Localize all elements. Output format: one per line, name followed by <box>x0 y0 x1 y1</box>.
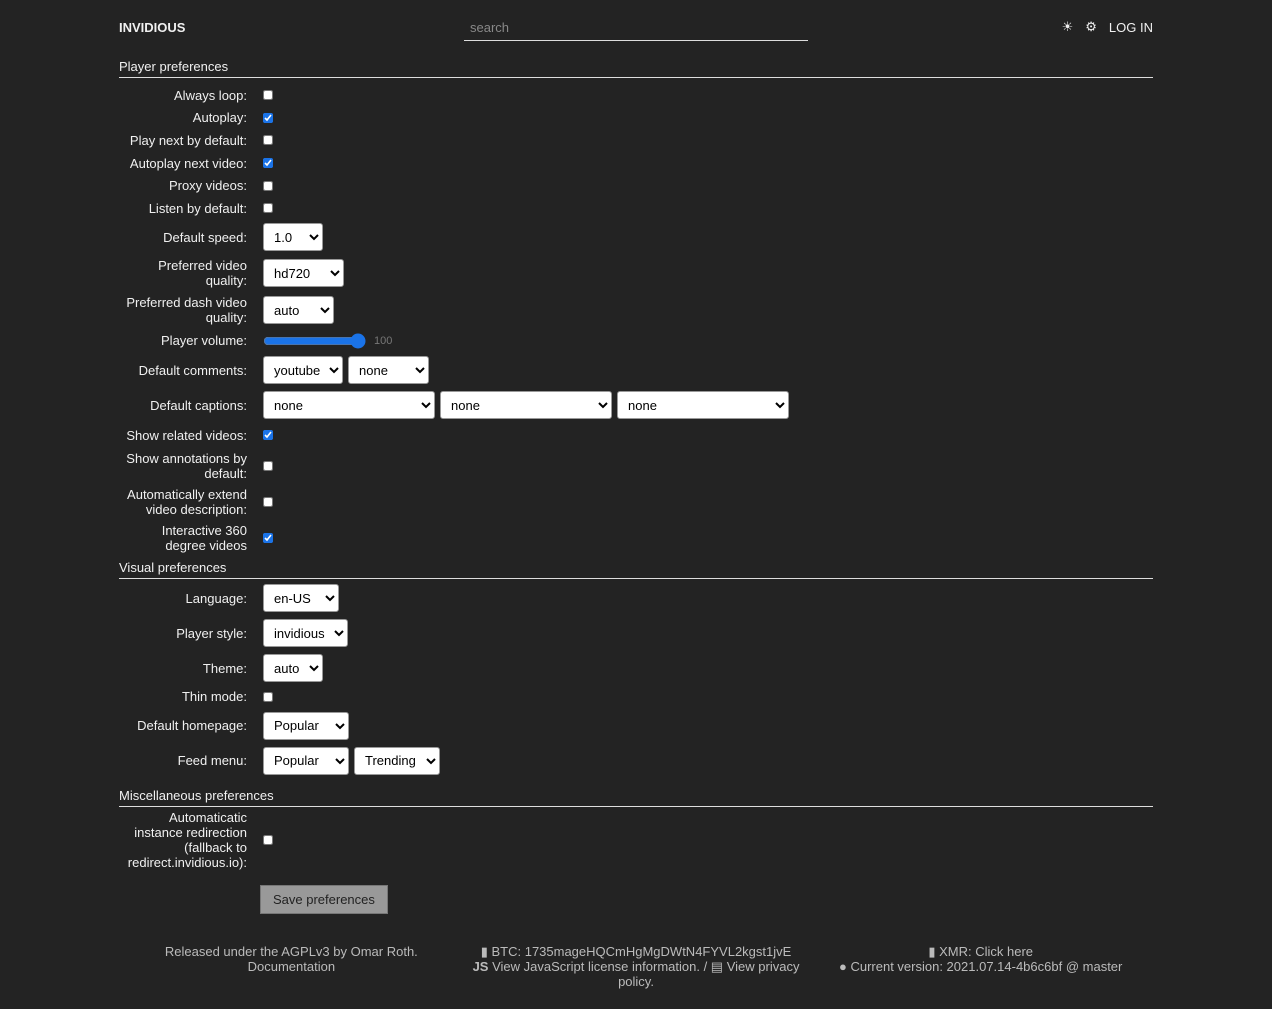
play-next-checkbox[interactable] <box>263 135 273 146</box>
language-select[interactable]: en-US <box>263 584 339 613</box>
version-link[interactable]: Current version: 2021.07.14-4b6c6bf @ ma… <box>850 959 1123 975</box>
annotations-checkbox[interactable] <box>263 460 273 471</box>
js-icon: JS <box>472 959 489 975</box>
autoplay-checkbox[interactable] <box>263 112 273 123</box>
related-checkbox[interactable] <box>263 430 273 441</box>
document-icon: ▤ <box>710 959 724 975</box>
label: Thin mode: <box>181 689 247 705</box>
label: Automaticatic instance redirection (fall… <box>127 810 247 871</box>
feed-select-2[interactable]: Trending <box>354 746 440 775</box>
label: Player style: <box>176 625 247 641</box>
captions-select-1[interactable]: none <box>263 391 435 420</box>
section-title: Player preferences <box>119 55 1153 78</box>
label: Automatically extend video description: <box>127 486 247 517</box>
label: Default comments: <box>138 362 247 378</box>
section-title: Miscellaneous preferences <box>119 784 1153 808</box>
label: Preferred video quality: <box>158 258 247 289</box>
wallet-icon: ▮ <box>928 944 936 960</box>
btc-address: BTC: 1735mageHQCmHgMgDWtN4FYVL2kgst1jvE <box>491 944 792 960</box>
label: Always loop: <box>174 87 247 103</box>
theme-select[interactable]: auto <box>263 654 323 683</box>
label: Show related videos: <box>126 427 247 443</box>
extend-checkbox[interactable] <box>263 496 273 507</box>
label: Listen by default: <box>148 200 247 216</box>
documentation-link[interactable]: Documentation <box>247 959 336 975</box>
gear-icon[interactable]: ⚙ <box>1085 19 1097 34</box>
homepage-select[interactable]: Popular <box>263 711 349 740</box>
label: Interactive 360 degree videos <box>161 522 247 553</box>
wallet-icon: ▮ <box>480 944 488 960</box>
dash-quality-select[interactable]: auto <box>263 296 334 325</box>
label: Language: <box>185 590 247 606</box>
label: Theme: <box>202 660 247 676</box>
autoplay-next-checkbox[interactable] <box>263 158 273 169</box>
vr-checkbox[interactable] <box>263 532 273 543</box>
login-link[interactable]: LOG IN <box>1108 19 1153 35</box>
label: Default homepage: <box>137 718 247 734</box>
label: Preferred dash video quality: <box>126 295 247 326</box>
thin-mode-checkbox[interactable] <box>263 691 273 702</box>
navbar: INVIDIOUS ☀ ⚙ LOG IN <box>119 0 1153 55</box>
label: Player volume: <box>161 333 247 349</box>
label: Autoplay: <box>192 110 247 126</box>
label: Default speed: <box>163 229 247 245</box>
redirect-checkbox[interactable] <box>263 835 273 846</box>
privacy-link[interactable]: View privacy policy. <box>618 959 800 990</box>
brand-logo[interactable]: INVIDIOUS <box>119 20 186 35</box>
comments-select-2[interactable]: none <box>348 356 429 385</box>
save-button[interactable]: Save preferences <box>260 885 388 915</box>
listen-checkbox[interactable] <box>263 203 273 214</box>
section-title: Visual preferences <box>119 556 1153 579</box>
github-icon: ● <box>838 959 847 975</box>
separator: / <box>699 959 711 975</box>
speed-select[interactable]: 1.0 <box>263 223 323 252</box>
volume-slider[interactable] <box>263 332 366 349</box>
label: Autoplay next video: <box>129 155 247 171</box>
quality-select[interactable]: hd720 <box>263 259 344 288</box>
captions-select-2[interactable]: none <box>440 391 612 420</box>
volume-value: 100 <box>374 334 393 347</box>
sun-icon[interactable]: ☀ <box>1061 19 1074 34</box>
comments-select-1[interactable]: youtube <box>263 356 343 385</box>
xmr-link[interactable]: XMR: Click here <box>939 944 1034 960</box>
js-license-link[interactable]: View JavaScript license information. <box>492 959 700 975</box>
search-input[interactable] <box>464 14 808 41</box>
feed-select-1[interactable]: Popular <box>263 746 349 775</box>
license-text: Released under the AGPLv3 by Omar Roth. <box>164 944 418 960</box>
player-style-select[interactable]: invidious <box>263 619 348 648</box>
captions-select-3[interactable]: none <box>617 391 789 420</box>
label: Show annotations by default: <box>126 450 247 481</box>
label: Feed menu: <box>177 753 247 769</box>
label: Play next by default: <box>129 132 247 148</box>
footer: Released under the AGPLv3 by Omar Roth. D… <box>119 944 1153 989</box>
always-loop-checkbox[interactable] <box>263 90 273 101</box>
label: Proxy videos: <box>168 178 247 194</box>
proxy-checkbox[interactable] <box>263 180 273 191</box>
label: Default captions: <box>150 397 247 413</box>
